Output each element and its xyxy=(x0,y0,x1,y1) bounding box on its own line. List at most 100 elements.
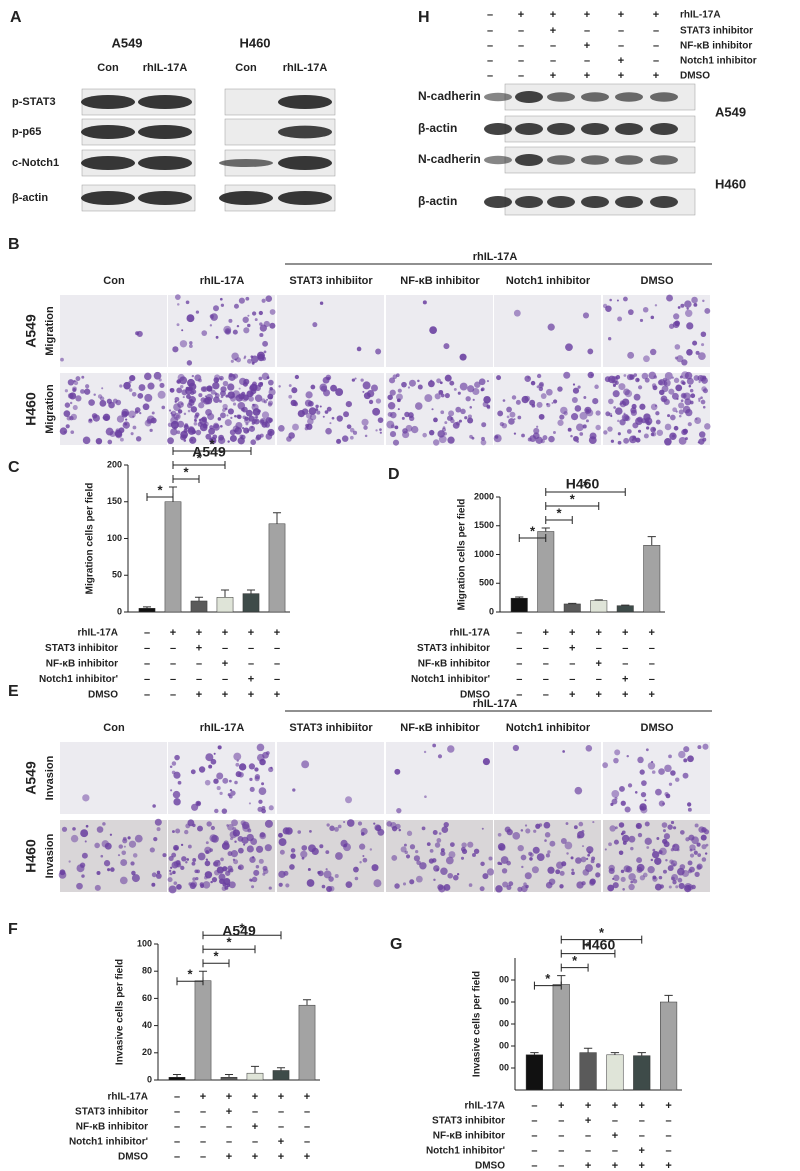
cell xyxy=(198,378,202,383)
cell xyxy=(685,837,690,842)
cell xyxy=(297,409,305,418)
cell xyxy=(213,305,219,312)
cell xyxy=(655,411,660,416)
cell xyxy=(75,395,82,402)
cell xyxy=(524,872,532,880)
cell xyxy=(209,324,213,327)
cell xyxy=(702,405,706,409)
treatment-sign: – xyxy=(543,673,549,685)
cell xyxy=(254,416,257,419)
treatment-sign: + xyxy=(222,689,228,701)
cell xyxy=(205,841,209,845)
cell xyxy=(415,849,419,854)
cell xyxy=(687,860,693,866)
treatment-sign: + xyxy=(518,9,524,21)
lane-label: Con xyxy=(97,62,119,74)
cell xyxy=(654,857,662,865)
cell xyxy=(459,382,468,391)
bar xyxy=(525,1054,543,1091)
treatment-sign: – xyxy=(622,642,628,654)
cell xyxy=(250,838,258,845)
cell xyxy=(544,839,547,842)
treatment-label: NF-κB inhibitor xyxy=(46,659,118,670)
cell xyxy=(362,381,371,390)
cell xyxy=(221,886,227,891)
column-header: NF-κB inhibitor xyxy=(400,722,480,734)
treatment-sign: – xyxy=(531,1100,537,1112)
row-label: β-actin xyxy=(418,121,457,135)
band xyxy=(138,156,192,170)
cell xyxy=(254,394,263,402)
cell xyxy=(676,355,684,363)
cell xyxy=(650,858,654,862)
band xyxy=(81,95,135,109)
sig-bracket xyxy=(518,534,547,543)
cell xyxy=(72,405,78,411)
cell xyxy=(530,380,536,386)
cell xyxy=(292,423,299,431)
cell xyxy=(668,388,675,395)
cell xyxy=(149,847,155,853)
treatment-sign: – xyxy=(200,1151,206,1163)
cell xyxy=(658,800,665,807)
cell xyxy=(60,357,64,362)
treatment-sign: + xyxy=(550,9,556,21)
cell xyxy=(570,434,573,438)
cell xyxy=(158,378,162,382)
cell xyxy=(177,420,185,428)
treatment-sign: – xyxy=(649,642,655,654)
cell xyxy=(441,427,446,432)
cell xyxy=(96,826,104,833)
treatment-label: rhIL-17A xyxy=(449,628,490,639)
cell xyxy=(618,850,624,856)
cell xyxy=(186,360,193,366)
treatment-sign: – xyxy=(596,642,602,654)
cell xyxy=(609,825,616,832)
cell xyxy=(61,826,68,832)
cell xyxy=(75,376,81,382)
cell xyxy=(547,850,551,854)
treatment-sign: + xyxy=(639,1145,645,1157)
cell xyxy=(202,881,211,889)
cell xyxy=(64,389,68,393)
cell xyxy=(209,834,218,843)
cell xyxy=(646,426,650,430)
cell xyxy=(502,399,506,402)
cell xyxy=(698,438,705,445)
cell xyxy=(251,426,254,429)
cell xyxy=(183,424,189,430)
cell xyxy=(627,351,635,359)
cell xyxy=(375,429,378,432)
cell xyxy=(94,884,101,891)
sig-bracket xyxy=(560,949,616,958)
cell xyxy=(264,844,272,852)
cell xyxy=(620,800,626,806)
cell xyxy=(467,385,475,393)
bar xyxy=(194,980,212,1081)
cell xyxy=(319,844,324,849)
cell xyxy=(260,419,265,424)
cell xyxy=(177,373,185,382)
column-header: Notch1 inhibitor xyxy=(506,722,591,734)
cell xyxy=(543,821,551,829)
treatment-sign: – xyxy=(569,658,575,670)
cell xyxy=(220,303,225,307)
band xyxy=(278,156,332,170)
cell xyxy=(154,818,162,826)
cell xyxy=(220,386,227,393)
treatment-sign: – xyxy=(558,1145,564,1157)
cell xyxy=(579,432,584,436)
cell xyxy=(614,749,621,756)
cell xyxy=(263,400,267,404)
cell xyxy=(128,840,137,848)
cell xyxy=(374,824,381,831)
cell xyxy=(481,436,485,441)
cell xyxy=(694,871,700,878)
treatment-sign: – xyxy=(516,627,522,639)
band xyxy=(581,92,609,102)
cell xyxy=(440,867,448,875)
cell xyxy=(595,410,601,416)
cell xyxy=(394,425,399,430)
cell xyxy=(677,867,685,876)
cell xyxy=(685,437,688,441)
